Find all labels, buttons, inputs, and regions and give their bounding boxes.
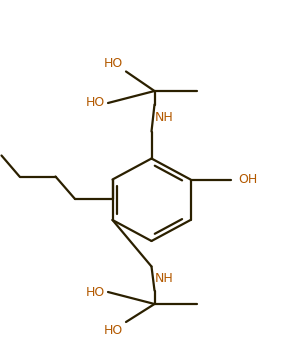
- Text: HO: HO: [104, 57, 123, 70]
- Text: HO: HO: [104, 324, 123, 337]
- Text: OH: OH: [238, 173, 258, 186]
- Text: HO: HO: [86, 97, 105, 109]
- Text: NH: NH: [154, 111, 173, 125]
- Text: HO: HO: [86, 286, 105, 299]
- Text: NH: NH: [154, 272, 173, 285]
